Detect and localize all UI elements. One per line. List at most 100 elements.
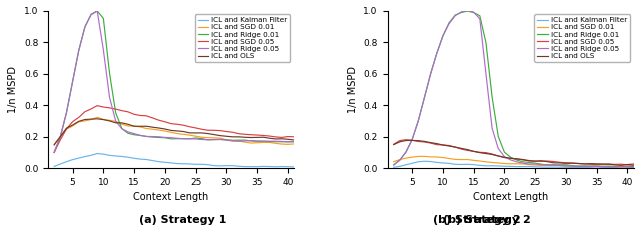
ICL and SGD 0.01 bbox=[124, 125, 132, 127]
ICL and OLS bbox=[550, 162, 557, 164]
ICL and OLS bbox=[148, 126, 156, 129]
X-axis label: Context Length: Context Length bbox=[473, 192, 548, 202]
ICL and Ridge 0.05 bbox=[618, 165, 625, 168]
ICL and Ridge 0.05 bbox=[433, 52, 440, 55]
ICL and SGD 0.05 bbox=[587, 163, 595, 166]
ICL and SGD 0.01 bbox=[51, 143, 58, 146]
ICL and SGD 0.05 bbox=[408, 139, 416, 142]
ICL and Ridge 0.05 bbox=[259, 140, 267, 143]
ICL and SGD 0.05 bbox=[198, 128, 205, 131]
ICL and SGD 0.01 bbox=[408, 156, 416, 159]
ICL and SGD 0.05 bbox=[68, 120, 76, 123]
ICL and OLS bbox=[593, 162, 600, 165]
ICL and SGD 0.05 bbox=[451, 146, 459, 149]
ICL and SGD 0.01 bbox=[415, 155, 422, 158]
ICL and SGD 0.01 bbox=[131, 125, 138, 127]
ICL and SGD 0.01 bbox=[173, 132, 181, 135]
ICL and SGD 0.01 bbox=[241, 141, 249, 144]
ICL and OLS bbox=[272, 138, 280, 140]
ICL and Ridge 0.01 bbox=[574, 165, 582, 168]
ICL and SGD 0.01 bbox=[463, 158, 471, 161]
ICL and SGD 0.01 bbox=[93, 116, 101, 119]
ICL and Kalman Filter bbox=[618, 166, 625, 169]
ICL and SGD 0.01 bbox=[390, 160, 397, 163]
ICL and SGD 0.01 bbox=[427, 156, 435, 158]
ICL and Kalman Filter bbox=[51, 165, 58, 168]
ICL and Ridge 0.01 bbox=[396, 159, 404, 162]
ICL and Ridge 0.01 bbox=[599, 165, 607, 168]
ICL and SGD 0.05 bbox=[93, 104, 101, 107]
ICL and SGD 0.05 bbox=[118, 109, 125, 112]
ICL and Kalman Filter bbox=[143, 158, 150, 161]
ICL and Kalman Filter bbox=[173, 162, 181, 165]
ICL and Kalman Filter bbox=[259, 165, 267, 168]
ICL and Kalman Filter bbox=[420, 160, 428, 163]
ICL and SGD 0.01 bbox=[155, 129, 163, 132]
ICL and OLS bbox=[100, 118, 108, 121]
ICL and Ridge 0.01 bbox=[228, 139, 236, 142]
ICL and OLS bbox=[51, 144, 58, 146]
ICL and OLS bbox=[167, 129, 175, 132]
ICL and SGD 0.05 bbox=[427, 142, 435, 144]
Line: ICL and SGD 0.01: ICL and SGD 0.01 bbox=[54, 117, 294, 144]
ICL and SGD 0.01 bbox=[538, 164, 545, 167]
ICL and Ridge 0.05 bbox=[599, 165, 607, 168]
ICL and SGD 0.01 bbox=[599, 165, 607, 168]
ICL and OLS bbox=[630, 163, 637, 166]
ICL and OLS bbox=[112, 121, 120, 124]
ICL and Kalman Filter bbox=[623, 167, 631, 169]
Y-axis label: 1/n MSPD: 1/n MSPD bbox=[348, 66, 358, 113]
ICL and Kalman Filter bbox=[179, 162, 187, 165]
ICL and SGD 0.01 bbox=[100, 118, 108, 121]
ICL and Ridge 0.01 bbox=[427, 72, 435, 75]
ICL and Kalman Filter bbox=[81, 155, 89, 158]
ICL and OLS bbox=[427, 141, 435, 144]
ICL and SGD 0.01 bbox=[204, 136, 212, 139]
ICL and OLS bbox=[556, 162, 564, 164]
ICL and OLS bbox=[118, 121, 125, 124]
ICL and Kalman Filter bbox=[266, 165, 273, 168]
ICL and Ridge 0.05 bbox=[124, 130, 132, 133]
ICL and SGD 0.05 bbox=[161, 120, 169, 123]
ICL and SGD 0.05 bbox=[148, 116, 156, 119]
ICL and SGD 0.01 bbox=[259, 141, 267, 144]
ICL and SGD 0.01 bbox=[507, 162, 515, 165]
ICL and OLS bbox=[623, 163, 631, 166]
ICL and Ridge 0.05 bbox=[100, 48, 108, 51]
ICL and Ridge 0.01 bbox=[112, 111, 120, 114]
ICL and Ridge 0.01 bbox=[272, 140, 280, 143]
ICL and Ridge 0.01 bbox=[161, 136, 169, 139]
ICL and Ridge 0.05 bbox=[247, 139, 255, 142]
ICL and Ridge 0.05 bbox=[223, 138, 230, 141]
ICL and Kalman Filter bbox=[204, 163, 212, 166]
ICL and Kalman Filter bbox=[574, 166, 582, 169]
ICL and OLS bbox=[216, 134, 224, 137]
Line: ICL and Ridge 0.01: ICL and Ridge 0.01 bbox=[54, 11, 294, 152]
ICL and SGD 0.01 bbox=[112, 120, 120, 123]
ICL and SGD 0.01 bbox=[525, 163, 533, 166]
ICL and Kalman Filter bbox=[118, 155, 125, 158]
ICL and SGD 0.01 bbox=[458, 158, 465, 161]
ICL and SGD 0.05 bbox=[247, 133, 255, 136]
ICL and Ridge 0.05 bbox=[580, 165, 588, 168]
ICL and Ridge 0.05 bbox=[445, 22, 453, 25]
ICL and SGD 0.05 bbox=[216, 129, 224, 132]
ICL and OLS bbox=[235, 135, 243, 138]
ICL and Ridge 0.01 bbox=[507, 156, 515, 159]
ICL and SGD 0.05 bbox=[562, 161, 570, 164]
ICL and OLS bbox=[605, 163, 613, 166]
ICL and SGD 0.01 bbox=[198, 136, 205, 139]
ICL and SGD 0.01 bbox=[439, 156, 447, 159]
ICL and Ridge 0.01 bbox=[630, 165, 637, 168]
ICL and Ridge 0.05 bbox=[507, 158, 515, 161]
ICL and Kalman Filter bbox=[513, 165, 520, 168]
ICL and SGD 0.05 bbox=[241, 133, 249, 136]
ICL and SGD 0.01 bbox=[81, 120, 89, 122]
ICL and Kalman Filter bbox=[458, 163, 465, 166]
ICL and Ridge 0.05 bbox=[495, 147, 502, 150]
ICL and SGD 0.05 bbox=[272, 135, 280, 138]
ICL and SGD 0.01 bbox=[253, 141, 261, 144]
ICL and Ridge 0.01 bbox=[538, 163, 545, 166]
ICL and OLS bbox=[476, 151, 484, 154]
ICL and SGD 0.05 bbox=[507, 157, 515, 160]
